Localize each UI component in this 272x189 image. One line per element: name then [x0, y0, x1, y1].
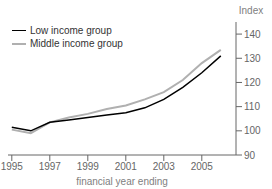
svg-text:100: 100	[244, 125, 261, 136]
svg-text:90: 90	[244, 150, 256, 161]
html-text:Low income group: Low income group	[30, 25, 112, 36]
svg-text:2001: 2001	[115, 161, 138, 172]
html-text:Middle income group: Middle income group	[30, 38, 123, 49]
svg-text:1997: 1997	[39, 161, 62, 172]
svg-text:Index: Index	[239, 5, 263, 16]
svg-text:2005: 2005	[191, 161, 214, 172]
svg-text:1995: 1995	[8, 161, 23, 172]
svg-text:financial year ending: financial year ending	[76, 176, 168, 187]
svg-text:110: 110	[244, 101, 260, 112]
svg-text:2003: 2003	[153, 161, 176, 172]
svg-text:140: 140	[244, 29, 261, 40]
svg-text:130: 130	[244, 53, 261, 64]
svg-text:120: 120	[244, 77, 261, 88]
svg-text:1999: 1999	[77, 161, 100, 172]
